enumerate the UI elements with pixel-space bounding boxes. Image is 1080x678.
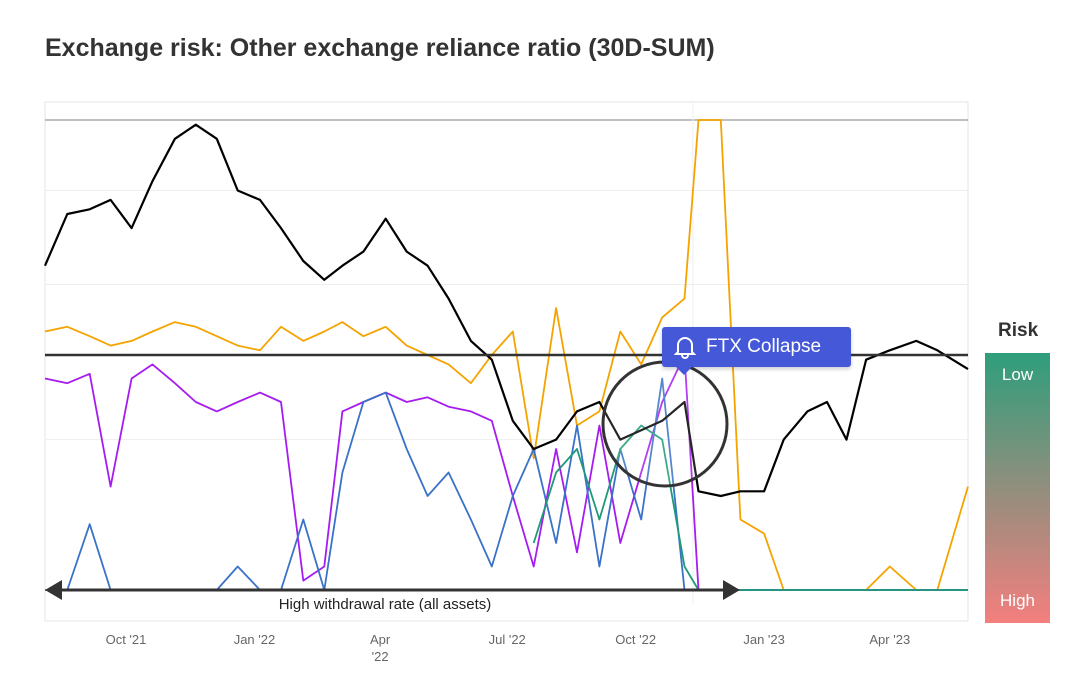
x-tick-label: Apr — [370, 632, 391, 647]
x-tick-label: Jan '22 — [234, 632, 276, 647]
x-tick-label: Jul '22 — [489, 632, 526, 647]
x-tick-label: Oct '21 — [106, 632, 147, 647]
risk-low-label: Low — [1001, 365, 1034, 384]
series-line-4 — [43, 123, 969, 498]
chart-title: Exchange risk: Other exchange reliance r… — [45, 34, 715, 62]
callout-label: FTX Collapse — [706, 336, 822, 357]
series-line-3 — [532, 424, 968, 591]
bell-icon — [674, 337, 696, 359]
risk-legend-bar: Low High — [985, 353, 1050, 623]
ftx-collapse-callout[interactable]: FTX Collapse — [662, 327, 851, 375]
x-tick-label-line2: '22 — [372, 649, 389, 664]
x-tick-label: Oct '22 — [615, 632, 656, 647]
arrow-right-head — [723, 580, 740, 600]
risk-high-label: High — [1000, 591, 1035, 610]
x-tick-label: Jan '23 — [743, 632, 785, 647]
arrow-left-head — [45, 580, 62, 600]
risk-legend-title: Risk — [998, 320, 1039, 341]
x-tick-label: Apr '23 — [869, 632, 910, 647]
highlight-circle — [601, 360, 729, 488]
arrow-label: High withdrawal rate (all assets) — [279, 596, 492, 613]
